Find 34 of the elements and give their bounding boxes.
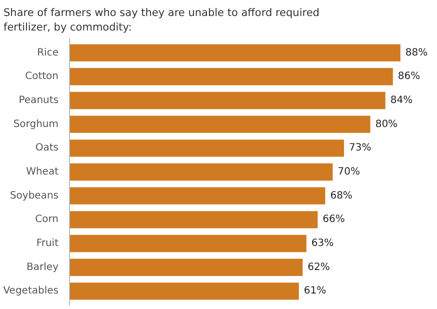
y-tick-label: Barley bbox=[26, 262, 59, 273]
y-tick-label: Rice bbox=[37, 47, 59, 58]
y-tick-label: Wheat bbox=[26, 166, 59, 178]
data-label: 63% bbox=[311, 238, 334, 250]
bar bbox=[70, 211, 318, 228]
data-label: 84% bbox=[390, 94, 413, 106]
bar bbox=[70, 234, 306, 252]
data-label: 61% bbox=[304, 286, 326, 297]
bar bbox=[70, 258, 303, 276]
data-label: 70% bbox=[338, 166, 360, 178]
y-tick-label: Corn bbox=[35, 214, 58, 226]
y-tick-label: Soybeans bbox=[10, 190, 59, 202]
data-label: 62% bbox=[308, 262, 330, 273]
bar bbox=[70, 282, 299, 300]
data-label: 88% bbox=[405, 47, 428, 58]
y-tick-label: Sorghum bbox=[13, 118, 59, 130]
bar bbox=[70, 44, 400, 62]
bar bbox=[70, 68, 393, 86]
y-tick-label: Peanuts bbox=[18, 94, 59, 106]
y-tick-label: Oats bbox=[35, 142, 59, 154]
bar bbox=[70, 163, 333, 181]
data-label: 80% bbox=[375, 118, 398, 130]
y-tick-label: Vegetables bbox=[3, 286, 59, 297]
data-label: 73% bbox=[349, 142, 372, 154]
chart-title: Share of farmers who say they are unable to afford required fertilizer, by commodity: bbox=[4, 7, 320, 34]
y-tick-label: Fruit bbox=[36, 238, 59, 250]
bar bbox=[70, 187, 326, 204]
bar bbox=[70, 92, 386, 110]
bar bbox=[70, 140, 344, 157]
bar bbox=[70, 116, 370, 133]
data-label: 86% bbox=[398, 71, 420, 82]
data-label: 66% bbox=[322, 214, 345, 226]
data-label: 68% bbox=[330, 190, 352, 202]
y-tick-label: Cotton bbox=[25, 71, 59, 82]
